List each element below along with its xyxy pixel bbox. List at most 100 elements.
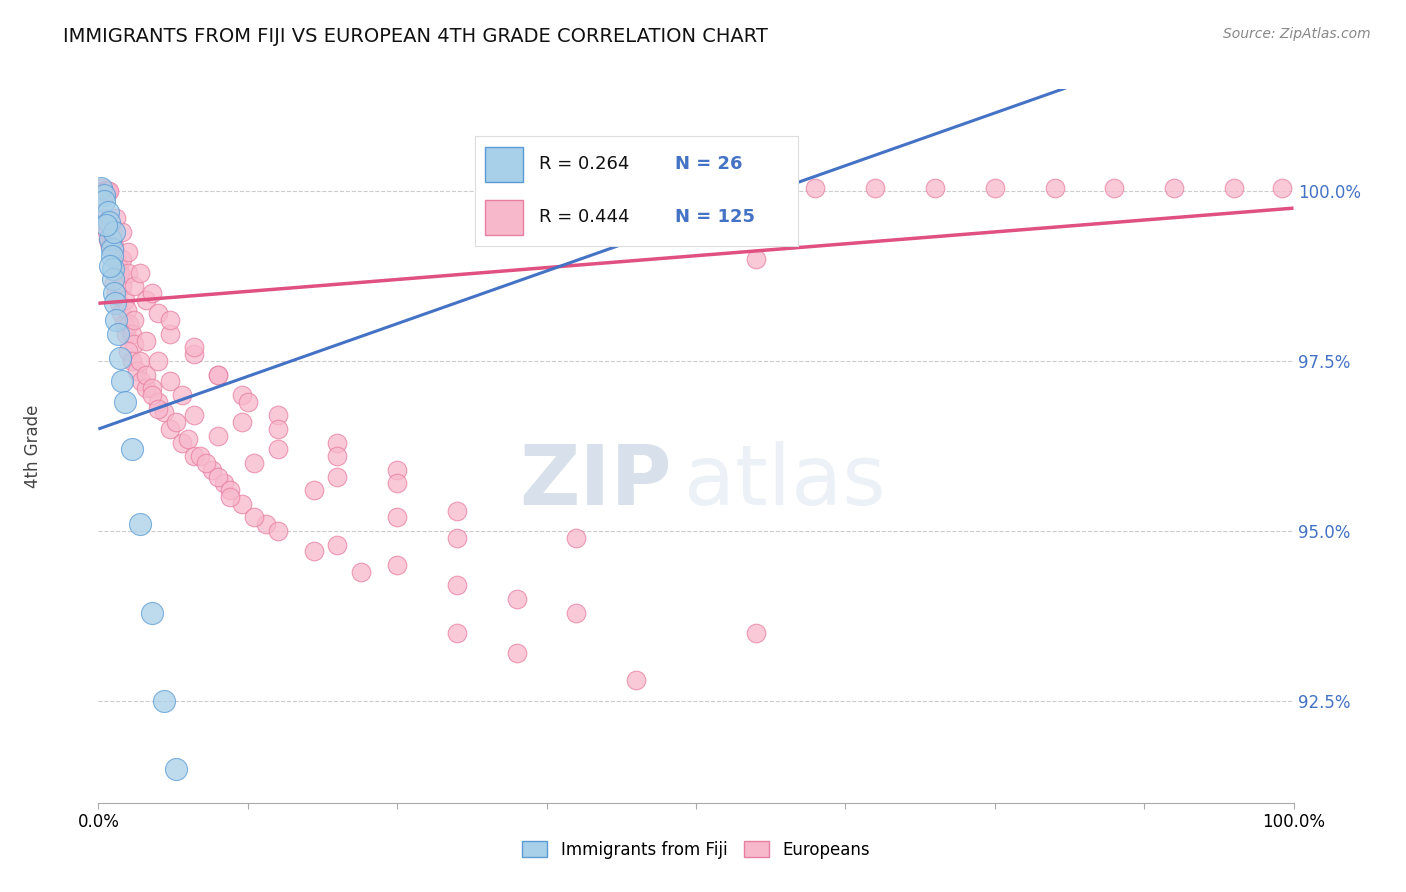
Point [446, 503, 468, 517]
Point [94, 184, 117, 198]
Point [91, 180, 114, 194]
Point [1043, 180, 1066, 194]
Point [114, 293, 136, 307]
Point [183, 341, 205, 355]
Point [110, 306, 132, 320]
Point [105, 211, 128, 226]
Point [231, 415, 253, 429]
Point [124, 313, 146, 327]
Point [101, 249, 124, 263]
Point [326, 537, 349, 551]
Point [1163, 180, 1185, 194]
Point [446, 531, 468, 545]
Point [148, 354, 170, 368]
Point [107, 326, 129, 341]
Point [93, 187, 115, 202]
Point [103, 286, 125, 301]
Point [254, 517, 277, 532]
Point [124, 337, 146, 351]
Point [231, 388, 253, 402]
Point [350, 565, 373, 579]
Point [141, 286, 163, 301]
Point [183, 449, 205, 463]
Point [107, 266, 129, 280]
Point [326, 469, 349, 483]
Point [148, 394, 170, 409]
Point [243, 510, 266, 524]
Point [135, 381, 157, 395]
Point [159, 326, 181, 341]
Point [93, 194, 115, 209]
Point [115, 326, 138, 341]
Point [93, 184, 115, 198]
Point [97, 184, 120, 198]
Point [97, 204, 120, 219]
Point [385, 558, 409, 572]
Point [172, 388, 194, 402]
Point [385, 510, 409, 524]
Point [91, 184, 114, 198]
Point [129, 354, 152, 368]
Point [326, 449, 349, 463]
Point [107, 296, 129, 310]
Text: IMMIGRANTS FROM FIJI VS EUROPEAN 4TH GRADE CORRELATION CHART: IMMIGRANTS FROM FIJI VS EUROPEAN 4TH GRA… [63, 27, 768, 45]
Point [111, 375, 134, 389]
Point [100, 245, 122, 260]
Point [745, 626, 768, 640]
Point [98, 259, 122, 273]
Point [105, 313, 128, 327]
Point [108, 351, 131, 365]
Point [506, 591, 529, 606]
Point [118, 317, 141, 331]
Point [267, 524, 290, 538]
Point [1104, 180, 1126, 194]
Point [101, 262, 124, 277]
Point [112, 317, 135, 331]
Point [98, 238, 122, 252]
Point [207, 429, 229, 443]
Point [446, 626, 468, 640]
Point [1223, 180, 1246, 194]
Point [685, 180, 707, 194]
Point [98, 232, 122, 246]
Point [924, 180, 946, 194]
Point [104, 245, 127, 260]
Point [236, 394, 259, 409]
Point [207, 469, 229, 483]
Point [135, 293, 157, 307]
Point [103, 238, 125, 252]
Point [124, 279, 146, 293]
Point [231, 497, 253, 511]
Point [131, 375, 153, 389]
Point [626, 673, 648, 688]
Point [243, 456, 266, 470]
Point [96, 225, 118, 239]
Point [141, 606, 163, 620]
Point [121, 326, 143, 341]
Point [115, 303, 138, 318]
Point [100, 242, 122, 256]
Point [153, 694, 176, 708]
Point [103, 276, 125, 290]
Point [111, 252, 134, 266]
Point [177, 432, 200, 446]
Point [506, 646, 529, 660]
Point [207, 368, 229, 382]
Point [125, 364, 148, 378]
Point [1271, 180, 1294, 194]
Point [114, 394, 136, 409]
Point [159, 313, 181, 327]
Point [745, 252, 768, 266]
Text: atlas: atlas [685, 442, 886, 522]
Point [93, 211, 115, 226]
Point [804, 180, 827, 194]
Point [94, 218, 117, 232]
Point [219, 483, 242, 498]
Point [100, 225, 122, 239]
Point [984, 180, 1007, 194]
Point [565, 606, 588, 620]
Point [135, 368, 157, 382]
Point [108, 266, 131, 280]
Point [129, 266, 152, 280]
Point [165, 415, 187, 429]
